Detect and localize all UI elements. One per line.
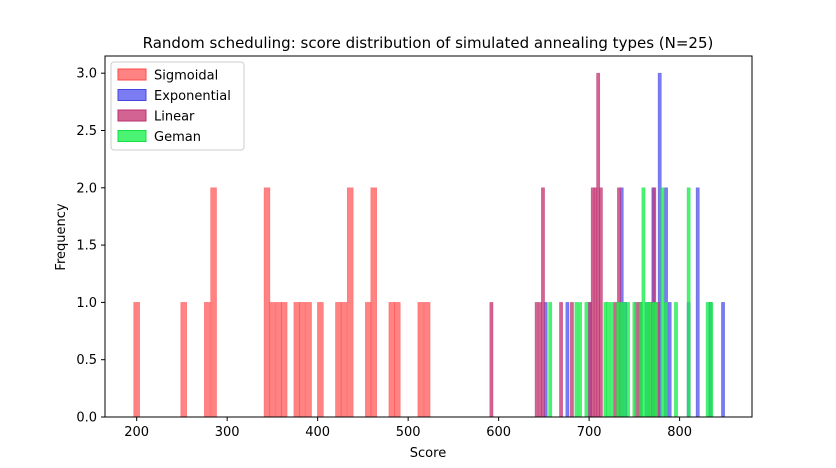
legend-label-linear: Linear: [154, 110, 195, 125]
y-axis-label: Frequency: [54, 203, 69, 270]
bar-sigmoidal-13: [340, 302, 348, 418]
bar-sigmoidal-10: [305, 302, 312, 418]
x-axis-label: Score: [410, 446, 446, 461]
bar-linear-1: [534, 302, 539, 418]
bar-sigmoidal-17: [388, 302, 396, 418]
x-tick-label-6: 800: [667, 425, 692, 440]
y-tick-label-1: 0.5: [76, 353, 97, 368]
bar-sigmoidal-14: [346, 187, 354, 418]
bar-sigmoidal-16: [370, 187, 377, 418]
y-tick-label-6: 3.0: [76, 67, 97, 82]
y-tick-label-0: 0.0: [76, 411, 97, 426]
bar-geman-22: [705, 302, 710, 418]
legend-swatch-linear: [117, 109, 147, 122]
bar-exponential-14: [721, 302, 725, 418]
bar-linear-5: [570, 302, 574, 418]
bar-linear-3: [541, 187, 545, 418]
legend-swatch-geman: [117, 130, 147, 142]
bar-geman-15: [647, 302, 652, 418]
x-axis-ticks: 200 300 400 500 600 700 800: [124, 417, 692, 440]
bar-geman-6: [609, 302, 614, 418]
bar-sigmoidal-18: [394, 302, 401, 418]
bar-geman-2: [578, 302, 582, 418]
bar-sigmoidal-2: [204, 302, 211, 418]
legend-label-exponential: Exponential: [154, 89, 231, 104]
bar-geman-23: [709, 302, 714, 418]
legend-swatch-sigmoidal: [117, 68, 147, 81]
x-tick-label-5: 700: [577, 425, 602, 440]
chart-title: Random scheduling: score distribution of…: [143, 34, 714, 52]
bar-exponential-10: [667, 302, 672, 418]
series-sigmoidal: [133, 187, 431, 418]
bar-linear-0: [489, 302, 494, 418]
bar-sigmoidal-11: [317, 302, 324, 418]
bar-sigmoidal-12: [335, 302, 342, 418]
x-tick-label-3: 500: [396, 425, 421, 440]
bar-sigmoidal-19: [417, 302, 425, 418]
bar-sigmoidal-0: [133, 302, 140, 418]
bar-sigmoidal-4: [263, 187, 271, 418]
bar-linear-4: [559, 302, 563, 418]
bar-geman-10: [626, 302, 630, 418]
bar-geman-0: [548, 302, 553, 418]
bar-exponential-12: [695, 187, 700, 418]
bar-geman-18: [660, 187, 665, 418]
bar-sigmoidal-3: [210, 187, 217, 418]
bar-geman-7: [616, 302, 620, 418]
bar-geman-17: [654, 302, 658, 418]
legend-swatch-exponential: [117, 89, 147, 101]
y-tick-label-5: 2.5: [76, 124, 97, 139]
legend-label-geman: Geman: [154, 130, 201, 145]
x-tick-label-2: 400: [305, 425, 330, 440]
bar-sigmoidal-8: [293, 302, 301, 418]
bar-geman-13: [641, 187, 646, 418]
x-tick-label-1: 300: [215, 425, 240, 440]
bar-linear-10: [598, 187, 603, 418]
y-axis-ticks: 0.0 0.5 1.0 1.5 2.0 2.5 3.0: [76, 67, 105, 426]
plot-frame: [104, 55, 753, 418]
y-tick-label-2: 1.0: [76, 296, 97, 311]
bar-sigmoidal-15: [365, 302, 372, 418]
legend: Sigmoidal Exponential Linear Geman: [110, 61, 245, 151]
bar-geman-9: [622, 302, 627, 418]
bar-sigmoidal-9: [299, 302, 306, 418]
bar-exponential-1: [565, 302, 570, 418]
legend-box: [110, 61, 245, 151]
bar-geman-20: [674, 302, 678, 418]
bar-geman-5: [606, 302, 611, 418]
bar-geman-3: [584, 302, 589, 418]
legend-label-sigmoidal: Sigmoidal: [154, 69, 218, 84]
x-tick-label-4: 600: [486, 425, 511, 440]
bar-sigmoidal-1: [180, 302, 187, 418]
bar-geman-1: [574, 302, 579, 418]
bar-geman-21: [686, 187, 691, 418]
bar-geman-11: [632, 302, 637, 418]
y-tick-label-3: 1.5: [76, 239, 97, 254]
bar-sigmoidal-6: [275, 302, 282, 418]
bars-layer: [133, 72, 725, 418]
bar-sigmoidal-5: [269, 302, 276, 418]
bar-sigmoidal-7: [280, 302, 288, 418]
bar-sigmoidal-20: [423, 302, 431, 418]
y-tick-label-4: 2.0: [76, 181, 97, 196]
bar-geman-19: [664, 302, 668, 418]
x-tick-label-0: 200: [124, 425, 149, 440]
